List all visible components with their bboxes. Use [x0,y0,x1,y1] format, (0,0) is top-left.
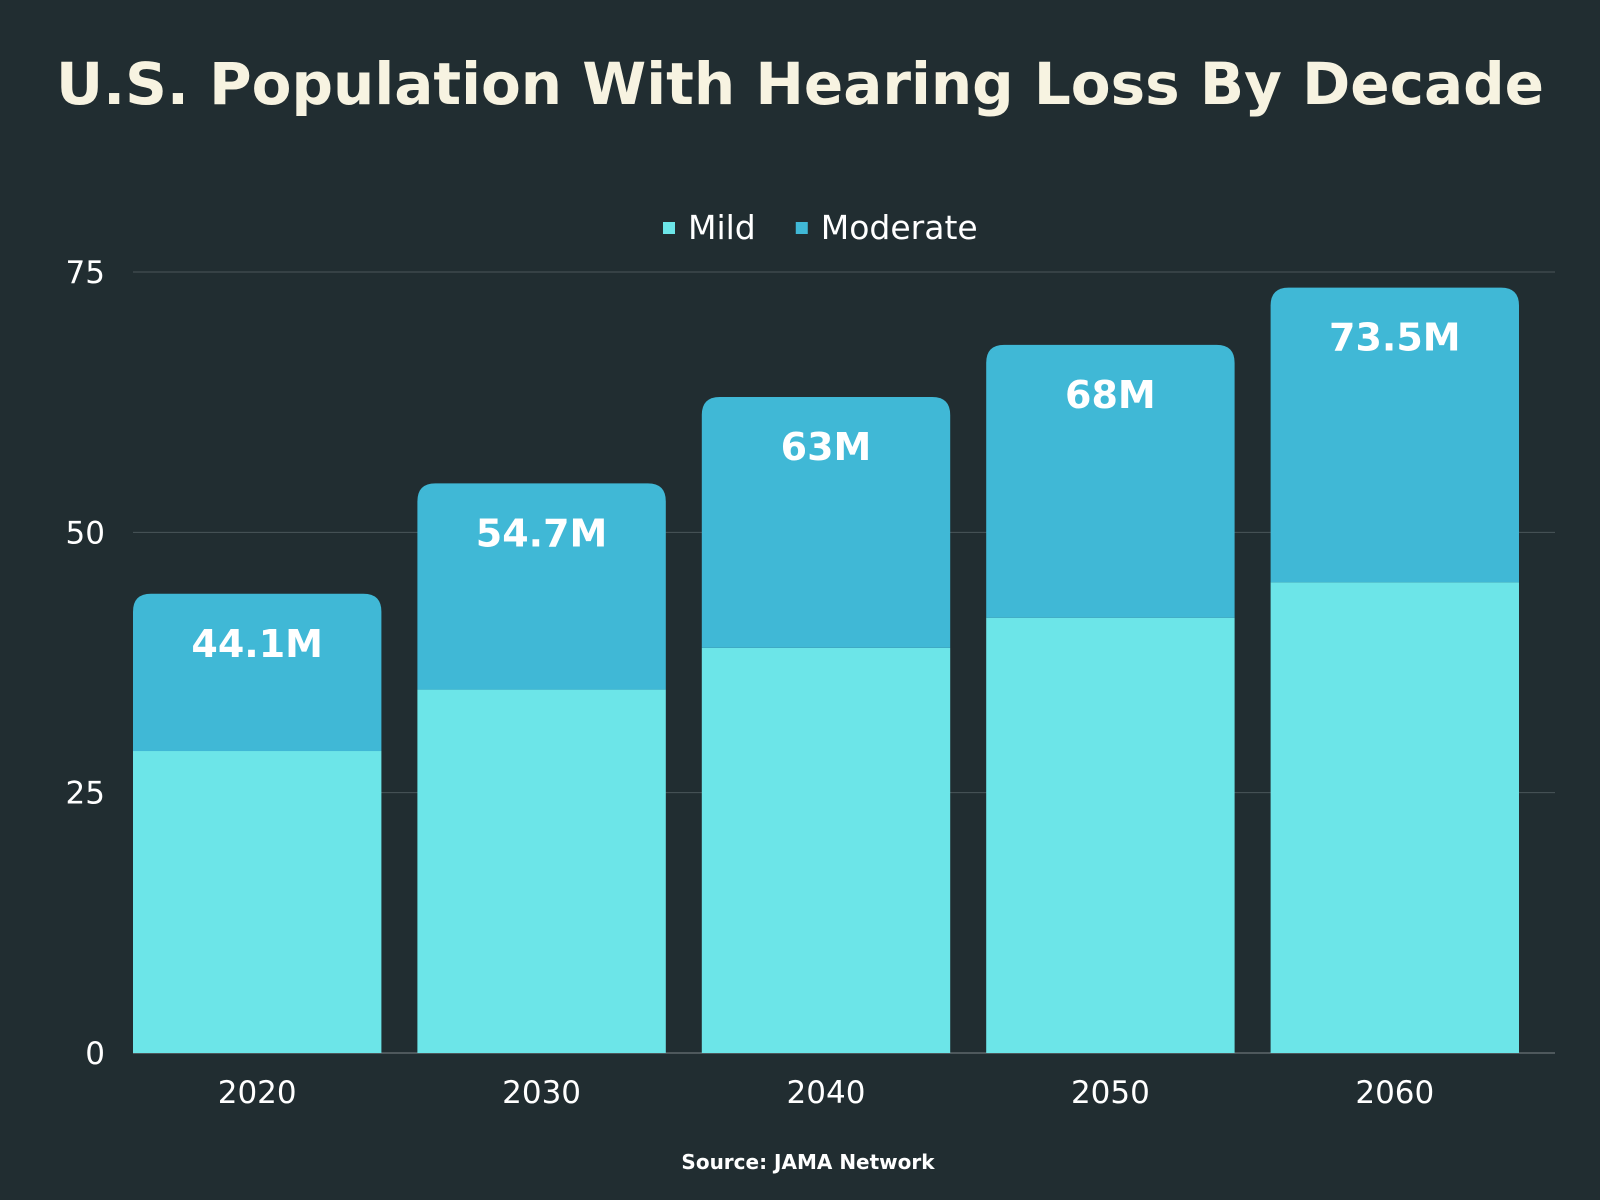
x-tick-label: 2060 [1355,1075,1434,1111]
bar-moderate-2050 [986,344,1235,618]
legend: Mild Moderate [663,208,978,247]
axes: 0 25 50 75 2020 2030 2040 2050 2060 [66,255,1435,1111]
bars: 44.1M 54.7M 63M 68M 73.5M [133,287,1519,1053]
data-label-total: 73.5M [1329,316,1461,360]
source-note: Source: JAMA Network [681,1150,935,1174]
bar-mild-2050 [986,617,1235,1053]
y-tick-label: 0 [85,1036,105,1072]
bar-mild-2060 [1270,582,1519,1053]
bar-mild-2040 [701,647,951,1053]
x-tick-label: 2040 [787,1075,866,1111]
legend-swatch-moderate [795,222,808,234]
data-label-total: 68M [1065,373,1156,417]
bar-mild-2030 [417,689,666,1053]
chart-title: U.S. Population With Hearing Loss By Dec… [56,50,1544,118]
data-label-total: 63M [781,425,872,469]
bar-moderate-2040 [701,396,951,648]
bar-moderate-2030 [417,483,666,690]
bar-mild-2020 [133,751,382,1053]
legend-swatch-mild [663,222,675,234]
data-label-total: 44.1M [191,622,323,666]
y-tick-label: 50 [66,515,105,551]
legend-label-moderate: Moderate [821,208,978,247]
bar-moderate-2060 [1270,287,1519,583]
y-tick-label: 25 [66,776,105,812]
bar-moderate-2020 [133,593,382,752]
legend-label-mild: Mild [688,208,756,247]
x-tick-label: 2050 [1071,1075,1150,1111]
x-tick-label: 2030 [502,1075,581,1111]
x-tick-label: 2020 [218,1075,297,1111]
y-tick-label: 75 [66,255,105,291]
data-label-total: 54.7M [476,511,608,555]
